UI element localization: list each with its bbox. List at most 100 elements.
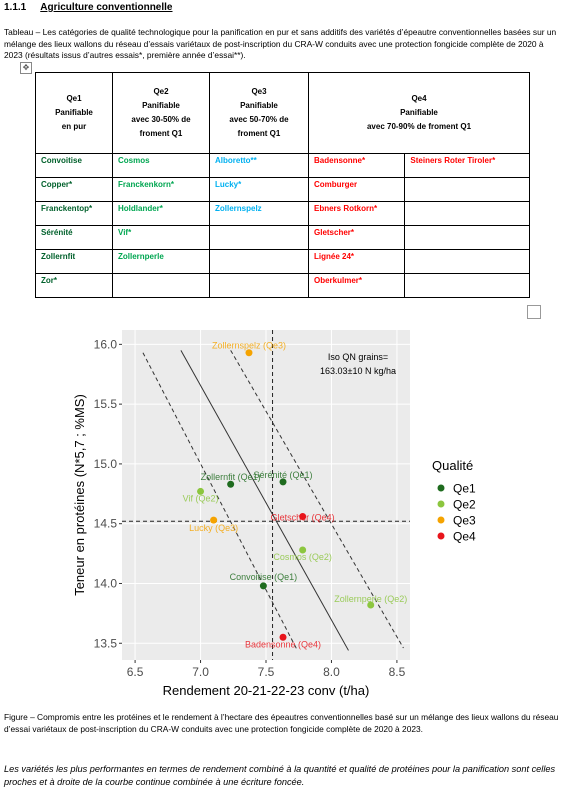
y-tick-label: 14.0 — [94, 576, 118, 590]
y-tick-label: 13.5 — [94, 636, 118, 650]
variety: Oberkulmer* — [314, 276, 363, 285]
move-handle[interactable]: ✥ — [20, 62, 32, 74]
variety: Ebners Rotkorn* — [314, 204, 378, 213]
annotation: 163.03±10 N kg/ha — [320, 366, 396, 376]
table-cell: Comburger — [307, 177, 406, 202]
table-row: Copper* Franckenkorn* Lucky* Comburger — [35, 177, 530, 202]
table-row: Franckentop* Holdlander* Zollernspelz Ebner… — [35, 201, 530, 226]
header-line: Panifiable — [142, 101, 180, 110]
table-cell: Vif* — [112, 225, 210, 250]
variety: Lignée 24* — [314, 252, 355, 261]
header-line: Panifiable — [240, 101, 278, 110]
table-cell: Lucky* — [209, 177, 309, 202]
variety: Gletscher* — [314, 228, 355, 237]
resize-handle[interactable] — [527, 305, 541, 319]
table-cell — [209, 249, 309, 274]
point-label: Lucky (Qe3) — [189, 523, 238, 533]
y-tick-label: 16.0 — [94, 337, 118, 351]
variety: Steiners Roter Tiroler* — [410, 156, 496, 165]
variety: Vif* — [118, 228, 132, 237]
variety: Zor* — [41, 276, 57, 285]
legend-label: Qe3 — [453, 514, 476, 528]
table-cell: Lignée 24* — [307, 249, 406, 274]
point — [197, 487, 205, 495]
y-tick-label: 15.0 — [94, 457, 118, 471]
point — [279, 633, 287, 641]
x-axis-title: Rendement 20-21-22-23 conv (t/ha) — [163, 683, 370, 698]
table-row: Convoitise Cosmos Alboretto** Badensonne* St… — [35, 153, 530, 178]
point-label: Zollernperle (Qe2) — [334, 594, 407, 604]
y-tick-label: 14.5 — [94, 517, 118, 531]
table-cell: Oberkulmer* — [307, 273, 406, 298]
table-row: Zollernfit Zollernperle Lignée 24* — [35, 249, 530, 274]
table-cell — [404, 201, 530, 226]
annotation: Iso QN grains= — [328, 352, 388, 362]
point-label: Zollernspelz (Qe3) — [212, 341, 286, 351]
table-caption: Tableau – Les catégories de qualité tech… — [4, 27, 557, 60]
variety: Zollernperle — [118, 252, 164, 261]
heading-title: Agriculture conventionnelle — [40, 2, 173, 13]
point-label: Convoitise (Qe1) — [230, 572, 298, 582]
table-cell — [404, 225, 530, 250]
x-tick-label: 8.5 — [389, 665, 406, 679]
point-label: Sérénité (Qe1) — [254, 470, 313, 480]
table-cell: Zollernspelz — [209, 201, 309, 226]
point — [279, 478, 287, 486]
variety: Convoitise — [41, 156, 82, 165]
point-label: Badensonne (Qe4) — [245, 639, 321, 649]
table-cell — [112, 273, 210, 298]
table: Qe1 Panifiable en pur Qe2 Panifiable avec 30-… — [35, 72, 530, 298]
header-line: avec 50-70% de froment Q1 — [229, 115, 289, 138]
x-tick-label: 7.5 — [258, 665, 275, 679]
legend-marker — [437, 484, 445, 492]
variety: Badensonne* — [314, 156, 366, 165]
point-label: Zollernfit (Qe1) — [201, 472, 261, 482]
header-line: Panifiable — [55, 108, 93, 117]
variety: Cosmos — [118, 156, 150, 165]
point — [299, 546, 307, 554]
legend-marker — [437, 532, 445, 540]
variety: Franckenkorn* — [118, 180, 175, 189]
legend-label: Qe1 — [453, 482, 476, 496]
variety: Comburger — [314, 180, 358, 189]
point — [245, 349, 253, 357]
chart: 6.5 7.0 7.5 8.0 8.5 13.5 14.0 14.5 15.0 15.5 16.0 I… — [72, 330, 476, 698]
legend-label: Qe4 — [453, 530, 476, 544]
table-cell: Zor* — [35, 273, 113, 298]
table-cell: Copper* — [35, 177, 113, 202]
legend-marker — [437, 500, 445, 508]
header-cell: Qe3 Panifiable avec 50-70% de froment Q1 — [209, 72, 309, 154]
y-tick-label: 15.5 — [94, 397, 118, 411]
point — [259, 582, 267, 590]
table-cell: Sérénité — [35, 225, 113, 250]
table-cell: Gletscher* — [307, 225, 406, 250]
legend-label: Qe2 — [453, 498, 476, 512]
table-cell: Franckentop* — [35, 201, 113, 226]
point — [227, 480, 235, 488]
variety: Lucky* — [215, 180, 242, 189]
point-label: Gletscher (Qe4) — [271, 513, 335, 523]
point-label: Vif (Qe2) — [183, 493, 219, 503]
y-axis-title: Teneur en protéines (N*5,7 ; %MS) — [72, 394, 87, 596]
table-cell: Convoitise — [35, 153, 113, 178]
variety: Alboretto** — [215, 156, 257, 165]
legend-title: Qualité — [432, 458, 473, 473]
table-cell: Zollernfit — [35, 249, 113, 274]
header-line: avec 70-90% de froment Q1 — [366, 122, 472, 131]
heading: 1.1.1 Agriculture conventionnelle — [4, 2, 173, 13]
table-cell: Holdlander* — [112, 201, 210, 226]
table-cell: Badensonne* — [307, 153, 406, 178]
header-line: Qe1 — [66, 94, 82, 103]
heading-number: 1.1.1 — [4, 2, 27, 13]
table-cell: Cosmos — [112, 153, 210, 178]
header-line: Qe2 — [153, 87, 169, 96]
variety: Franckentop* — [41, 204, 93, 213]
header-line: en pur — [61, 122, 87, 131]
table-row: Sérénité Vif* Gletscher* — [35, 225, 530, 250]
table-cell — [209, 273, 309, 298]
header-line: Panifiable — [400, 108, 438, 117]
header-line: avec 30-50% de froment Q1 — [131, 115, 191, 138]
header-cell: Qe1 Panifiable en pur — [35, 72, 113, 154]
table-row: Zor* Oberkulmer* — [35, 273, 530, 298]
